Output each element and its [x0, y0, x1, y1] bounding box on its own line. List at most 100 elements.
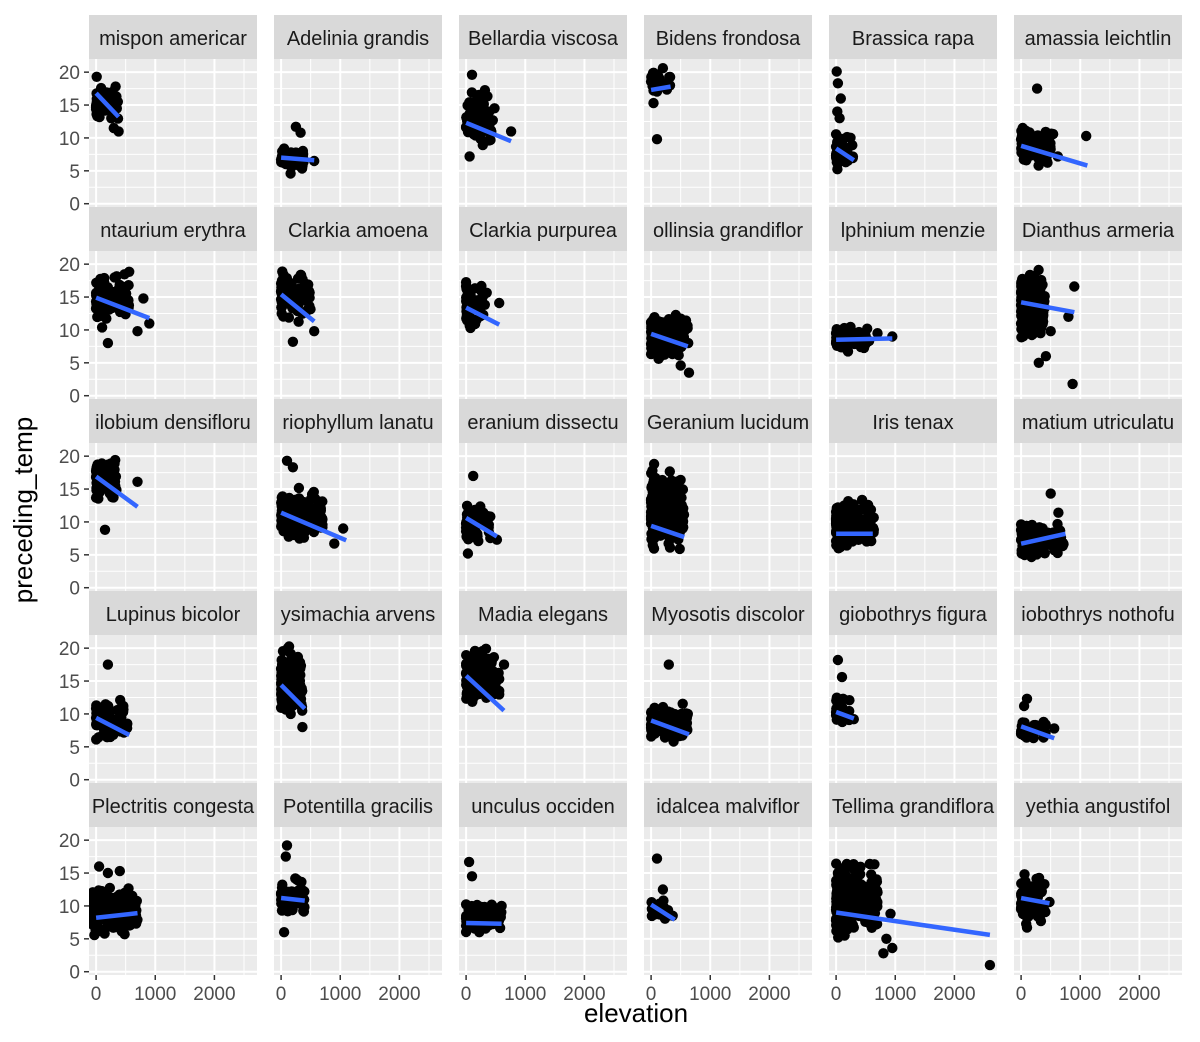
data-point: [302, 288, 313, 299]
data-point: [1063, 311, 1074, 322]
data-point: [485, 911, 497, 922]
data-layer: [1015, 693, 1060, 744]
y-tick-label: 5: [69, 162, 80, 183]
data-point: [486, 676, 498, 688]
data-layer: [460, 856, 507, 938]
facet-label: Myosotis discolor: [651, 604, 805, 626]
y-tick-label: 15: [59, 864, 80, 885]
y-tick-label: 20: [59, 639, 80, 660]
x-tick-label: 1000: [874, 984, 916, 1005]
x-tick-label: 2000: [378, 984, 420, 1005]
facet-panel: Tellima grandiflora 0 1000 2000: [829, 783, 997, 1005]
data-point: [289, 501, 301, 512]
data-point: [108, 122, 120, 134]
facet-panel: unculus occiden 0 1000 2000: [459, 783, 627, 1005]
data-point: [1081, 130, 1092, 142]
gridlines: [644, 251, 812, 399]
facet-strip: [644, 783, 812, 827]
data-point: [1024, 546, 1035, 557]
x-tick-label: 1000: [319, 984, 361, 1005]
data-point: [338, 523, 349, 534]
facet-label: matium utriculatu: [1022, 412, 1174, 434]
data-point: [102, 337, 114, 349]
data-point: [479, 901, 490, 913]
data-layer: [90, 454, 143, 535]
data-point: [98, 276, 110, 287]
panel-background: [644, 827, 812, 975]
data-point: [1042, 157, 1053, 168]
data-point: [462, 315, 473, 326]
y-tick-label: 0: [69, 963, 80, 984]
data-point: [113, 284, 124, 295]
data-point: [856, 891, 867, 902]
data-point: [489, 103, 500, 114]
facet-panel: Bellardia viscosa: [459, 15, 627, 207]
data-point: [677, 516, 689, 527]
fit-line: [1020, 531, 1066, 546]
data-point: [473, 115, 484, 126]
data-point: [831, 66, 842, 77]
data-point: [832, 654, 844, 666]
y-tick-label: 10: [59, 129, 80, 150]
gridlines: [274, 443, 442, 591]
panel-background: [829, 251, 997, 399]
data-point: [645, 348, 657, 360]
data-point: [484, 119, 495, 130]
data-point: [295, 127, 306, 138]
facet-strip: [829, 399, 997, 443]
facet-strip: [1014, 399, 1182, 443]
data-layer: [646, 853, 678, 924]
facet-panel: idalcea malviflor 0 1000 2000: [644, 783, 812, 1005]
data-point: [648, 458, 660, 470]
facet-strip: [89, 207, 257, 251]
facet-strip: [274, 207, 442, 251]
facet-strip: [459, 207, 627, 251]
data-point: [866, 877, 877, 888]
data-layer: [275, 121, 320, 179]
facet-panel: Myosotis discolor: [644, 591, 812, 783]
data-point: [470, 298, 481, 309]
data-point: [299, 277, 310, 289]
data-layer: [90, 659, 133, 745]
data-point: [661, 497, 672, 508]
data-layer: [645, 62, 676, 145]
data-point: [462, 548, 474, 559]
data-point: [469, 923, 480, 934]
y-tick-label: 10: [59, 705, 80, 726]
data-point: [102, 867, 114, 879]
facet-panel: Geranium lucidum: [644, 399, 812, 591]
data-point: [1030, 318, 1042, 329]
gridlines: [829, 635, 997, 783]
y-tick-label: 10: [59, 897, 80, 918]
facet-strip: [829, 783, 997, 827]
gridlines: [644, 635, 812, 783]
data-point: [144, 318, 155, 329]
facet-panel: matium utriculatu: [1014, 399, 1182, 591]
x-tick-label: 0: [461, 984, 472, 1005]
gridlines: [644, 827, 812, 975]
x-tick-label: 0: [1016, 984, 1027, 1005]
data-point: [649, 702, 660, 713]
data-point: [276, 514, 288, 525]
facet-label: mispon americar: [99, 28, 247, 50]
x-tick-label: 2000: [563, 984, 605, 1005]
data-point: [674, 543, 685, 555]
data-point: [1015, 524, 1027, 536]
data-layer: [830, 654, 859, 728]
data-point: [283, 696, 294, 707]
y-tick-label: 5: [69, 354, 80, 375]
data-point: [1021, 881, 1033, 893]
fit-line: [650, 331, 689, 349]
data-point: [646, 731, 657, 742]
y-tick-label: 15: [59, 480, 80, 501]
data-point: [881, 933, 892, 944]
data-point: [861, 505, 873, 516]
data-layer: [645, 458, 690, 555]
data-point: [887, 942, 898, 954]
facet-panel: Dianthus armeria: [1014, 207, 1182, 399]
data-point: [281, 840, 293, 851]
data-point: [495, 911, 506, 923]
data-point: [1031, 83, 1043, 94]
facet-strip: [274, 399, 442, 443]
y-tick-label: 0: [69, 771, 80, 792]
